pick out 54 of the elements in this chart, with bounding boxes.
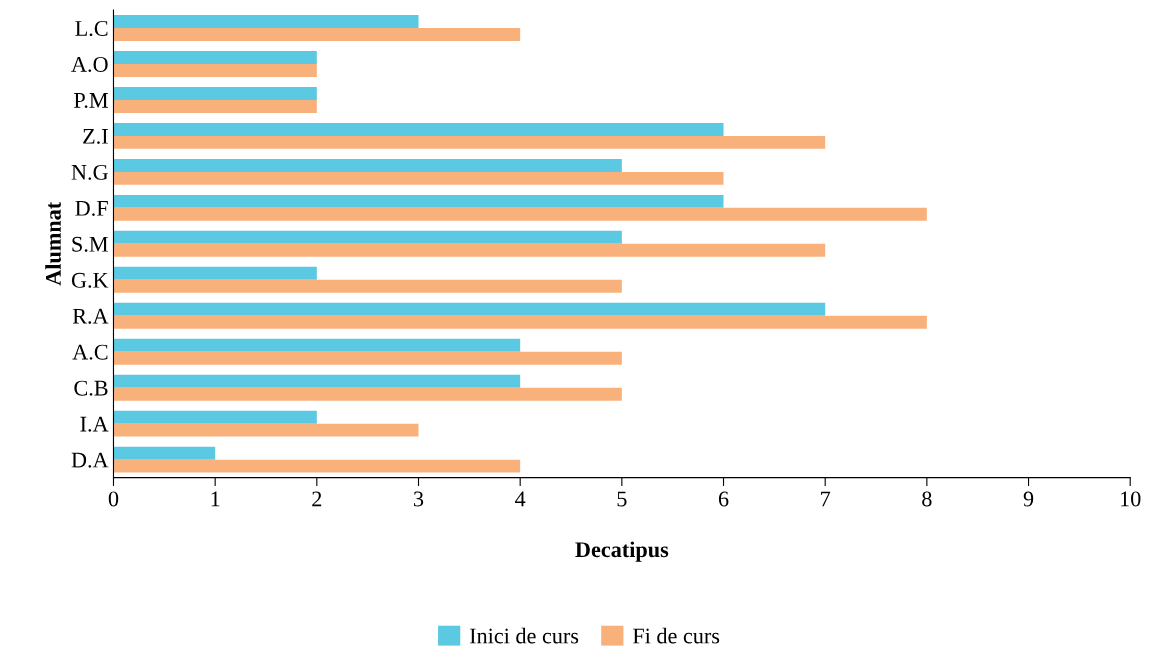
bar	[113, 459, 521, 473]
x-tick-label: 6	[718, 491, 729, 507]
bar	[113, 207, 927, 221]
legend-label: Fi de curs	[632, 627, 720, 644]
bar	[113, 374, 521, 388]
y-tick-label: S.M	[72, 236, 108, 252]
y-tick-label: G.K	[71, 272, 109, 288]
bar	[113, 51, 317, 64]
bar	[113, 302, 826, 316]
bar	[113, 28, 521, 41]
x-tick-label: 10	[1121, 491, 1141, 507]
bar	[113, 338, 521, 352]
legend-label: Inici de curs	[469, 627, 579, 644]
bar	[113, 63, 317, 77]
y-tick-label: D.A	[71, 452, 109, 468]
bar	[113, 387, 622, 401]
x-tick-label: 4	[515, 491, 526, 507]
y-tick-label: I.A	[80, 416, 109, 432]
y-tick-label: D.F	[75, 201, 108, 216]
bar	[113, 446, 216, 460]
x-tick-label: 2	[312, 491, 322, 507]
bar	[113, 194, 724, 208]
x-tick-label: 1	[211, 491, 220, 507]
bar	[113, 158, 622, 172]
y-tick-label: R.A	[72, 308, 109, 324]
bar	[113, 15, 419, 28]
y-tick-label: Z.I	[83, 129, 108, 144]
bar	[113, 410, 317, 424]
x-tick-label: 3	[414, 491, 424, 507]
bar	[113, 171, 724, 185]
bar	[113, 351, 622, 365]
bar	[113, 423, 419, 437]
bar	[113, 135, 826, 149]
y-tick-label: C.B	[74, 380, 108, 396]
bar	[113, 315, 927, 329]
x-tick-label: 9	[1023, 491, 1034, 507]
y-tick-label: N.G	[71, 164, 108, 180]
x-tick-label: 5	[617, 491, 627, 507]
y-tick-label: A.O	[71, 56, 108, 72]
y-axis-title: Alumnat	[45, 201, 61, 286]
y-tick-label: P.M	[74, 93, 108, 108]
bar	[113, 243, 826, 257]
y-tick-label: A.C	[72, 344, 108, 360]
y-tick-label: L.C	[75, 21, 108, 37]
bar	[113, 99, 317, 113]
x-tick-label: 0	[108, 491, 119, 507]
x-tick-label: 8	[922, 491, 932, 507]
x-tick-label: 7	[821, 491, 831, 507]
bar	[113, 230, 622, 244]
bar	[113, 86, 317, 100]
x-axis-title: Decatipus	[575, 541, 669, 562]
bar	[113, 266, 317, 280]
bar	[113, 279, 622, 293]
bar	[113, 122, 724, 136]
